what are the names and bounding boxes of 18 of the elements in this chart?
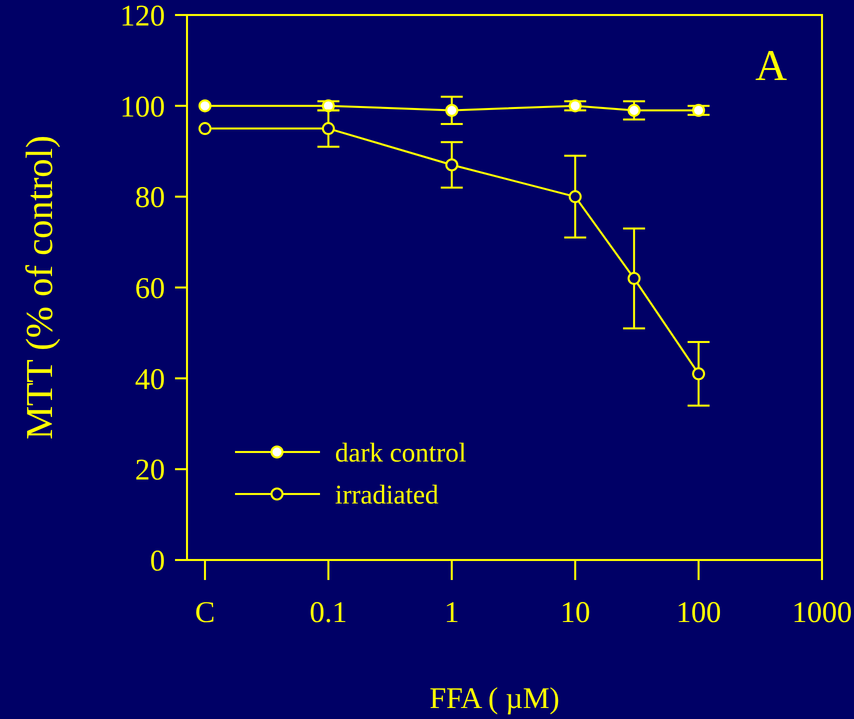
annotation: A: [755, 41, 788, 90]
x-tick-label: 10: [560, 596, 590, 629]
x-axis-title: FFA ( µM): [429, 682, 560, 715]
y-axis-title: MTT (% of control): [19, 135, 61, 440]
x-tick-label: C: [194, 596, 215, 629]
y-tick-label: 80: [135, 181, 165, 214]
y-tick-label: 60: [135, 272, 165, 305]
y-tick-label: 100: [120, 90, 165, 124]
y-tick-label: 120: [120, 0, 165, 32]
x-tick-label: 1: [444, 596, 460, 629]
y-tick-label: 20: [135, 454, 165, 487]
legend-label: irradiated: [335, 479, 439, 510]
x-tick-label: 100: [676, 596, 722, 629]
x-tick-label: 1000: [792, 596, 852, 629]
legend-label: dark control: [335, 437, 466, 468]
y-tick-label: 0: [150, 544, 165, 578]
x-tick-label: 0.1: [310, 596, 348, 629]
y-tick-label: 40: [135, 362, 165, 396]
